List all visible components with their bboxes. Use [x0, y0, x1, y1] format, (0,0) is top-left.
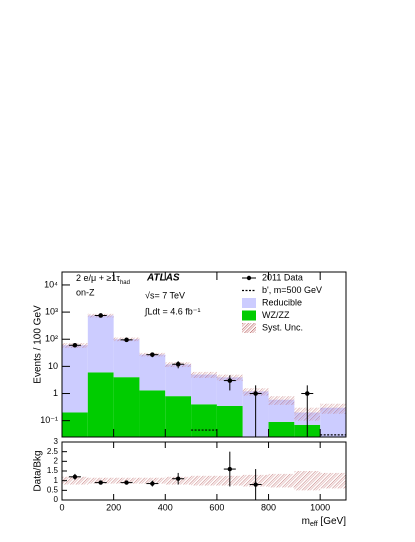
hist-bar: [87, 315, 114, 373]
data-point: [124, 337, 129, 343]
ratio-y-tick-label: 0: [54, 495, 59, 504]
legend-label: Syst. Unc.: [262, 322, 303, 332]
hist-bar: [165, 396, 192, 437]
y-tick-label: 10: [48, 361, 58, 371]
data-point: [72, 342, 78, 348]
x-label-sub: eff: [310, 521, 318, 528]
legend-swatch: [242, 298, 256, 308]
data-point: [253, 391, 258, 396]
hist-bar: [87, 372, 114, 437]
x-axis-label: meff [GeV]: [302, 516, 347, 528]
main-frame: [61, 271, 347, 438]
legend-label: b', m=500 GeV: [262, 285, 322, 295]
data-point: [175, 361, 181, 367]
x-tick-label: 600: [209, 502, 224, 512]
ratio-y-tick-label: 0.5: [47, 485, 59, 494]
channel-label: 2 e/μ + ≥1τhad: [76, 273, 130, 285]
syst-band: [191, 371, 217, 378]
data-point: [304, 391, 310, 396]
ratio-y-tick-label: 2: [54, 456, 59, 465]
ratio-y-tick-label: 3: [54, 437, 59, 446]
ratio-syst-band: [62, 476, 88, 485]
x-label-unit: [GeV]: [318, 516, 347, 527]
y-tick-label: 1: [53, 388, 58, 398]
hist-bar: [139, 354, 166, 391]
ratio-point: [72, 474, 78, 479]
energy-label: √s= 7 TeV: [145, 290, 185, 300]
hist-bar: [268, 421, 295, 437]
x-label-main: m: [302, 516, 310, 527]
x-tick-label: 800: [261, 502, 276, 512]
x-tick-label: 1000: [310, 502, 330, 512]
hist-bar: [268, 399, 295, 422]
ratio-y-tick-label: 2.5: [47, 447, 59, 456]
ratio-point: [227, 466, 233, 472]
channel-main: 2 e/μ + ≥1τ: [76, 273, 120, 283]
x-tick-label: 0: [59, 502, 64, 512]
data-point: [150, 352, 155, 357]
legend-swatch: [242, 310, 256, 321]
hist-bar: [165, 364, 192, 397]
ratio-syst-band: [268, 473, 295, 488]
channel-sub: had: [120, 280, 130, 286]
y-tick-label: 10⁻¹: [40, 415, 58, 425]
ratio-point: [253, 482, 258, 487]
hist-bar: [62, 345, 88, 413]
legend-syst: [242, 323, 256, 333]
lumi-label: ∫Ldt = 4.6 fb⁻¹: [144, 306, 201, 316]
legend-label: 2011 Data: [262, 272, 303, 282]
y-axis-label: Events / 100 GeV: [33, 305, 44, 384]
syst-band: [268, 396, 295, 405]
ratio-syst-band: [191, 475, 217, 486]
y-tick-label: 10²: [45, 334, 58, 344]
syst-band: [320, 403, 346, 414]
ratio-point: [98, 480, 103, 485]
ratio-y-tick-label: 1.5: [47, 466, 59, 475]
x-tick-label: 400: [158, 502, 173, 512]
x-tick-label: 200: [106, 502, 121, 512]
ratio-y-tick-label: 1: [54, 476, 59, 485]
hist-bar: [216, 405, 243, 437]
ratio-syst-band: [320, 472, 346, 489]
hist-bar: [191, 374, 217, 405]
y-tick-label: 10³: [45, 306, 58, 316]
hist-bar: [113, 377, 140, 437]
ratio-point: [150, 481, 155, 486]
hist-bar: [113, 339, 140, 378]
legend-label: WZ/ZZ: [262, 310, 290, 320]
ratio-y-axis-label: Data/Bkg: [33, 450, 44, 491]
ratio-point: [175, 476, 181, 481]
legend-label: Reducible: [262, 297, 302, 307]
data-point: [227, 378, 233, 383]
legend-data-marker: [246, 275, 252, 281]
ratio-point: [124, 480, 129, 485]
ratio-syst-band: [294, 471, 321, 491]
y-tick-label: 10⁴: [44, 279, 58, 289]
hist-bar: [191, 404, 217, 437]
hist-bar: [139, 390, 166, 437]
data-point: [98, 313, 104, 318]
region-label: on-Z: [76, 287, 95, 297]
atlas-label: ATLAS: [146, 273, 180, 284]
hist-bar: [62, 412, 88, 437]
